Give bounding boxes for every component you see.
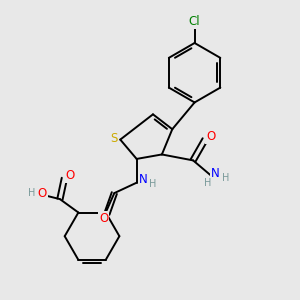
Text: O: O (66, 169, 75, 182)
Text: S: S (111, 132, 118, 145)
Text: N: N (211, 167, 220, 180)
Text: H: H (222, 173, 230, 183)
Text: N: N (139, 172, 148, 186)
Text: H: H (28, 188, 35, 198)
Text: H: H (149, 179, 157, 189)
Text: O: O (206, 130, 216, 143)
Text: Cl: Cl (189, 15, 200, 28)
Text: O: O (38, 187, 47, 200)
Text: H: H (204, 178, 211, 188)
Text: O: O (99, 212, 109, 225)
